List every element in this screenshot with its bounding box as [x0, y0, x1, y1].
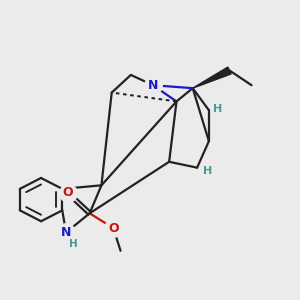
Text: N: N [61, 226, 71, 239]
Text: O: O [108, 221, 119, 235]
Text: O: O [62, 186, 73, 199]
Text: N: N [148, 79, 158, 92]
Text: H: H [69, 238, 78, 249]
Text: H: H [213, 104, 222, 114]
Polygon shape [193, 67, 231, 88]
Text: H: H [203, 166, 212, 176]
